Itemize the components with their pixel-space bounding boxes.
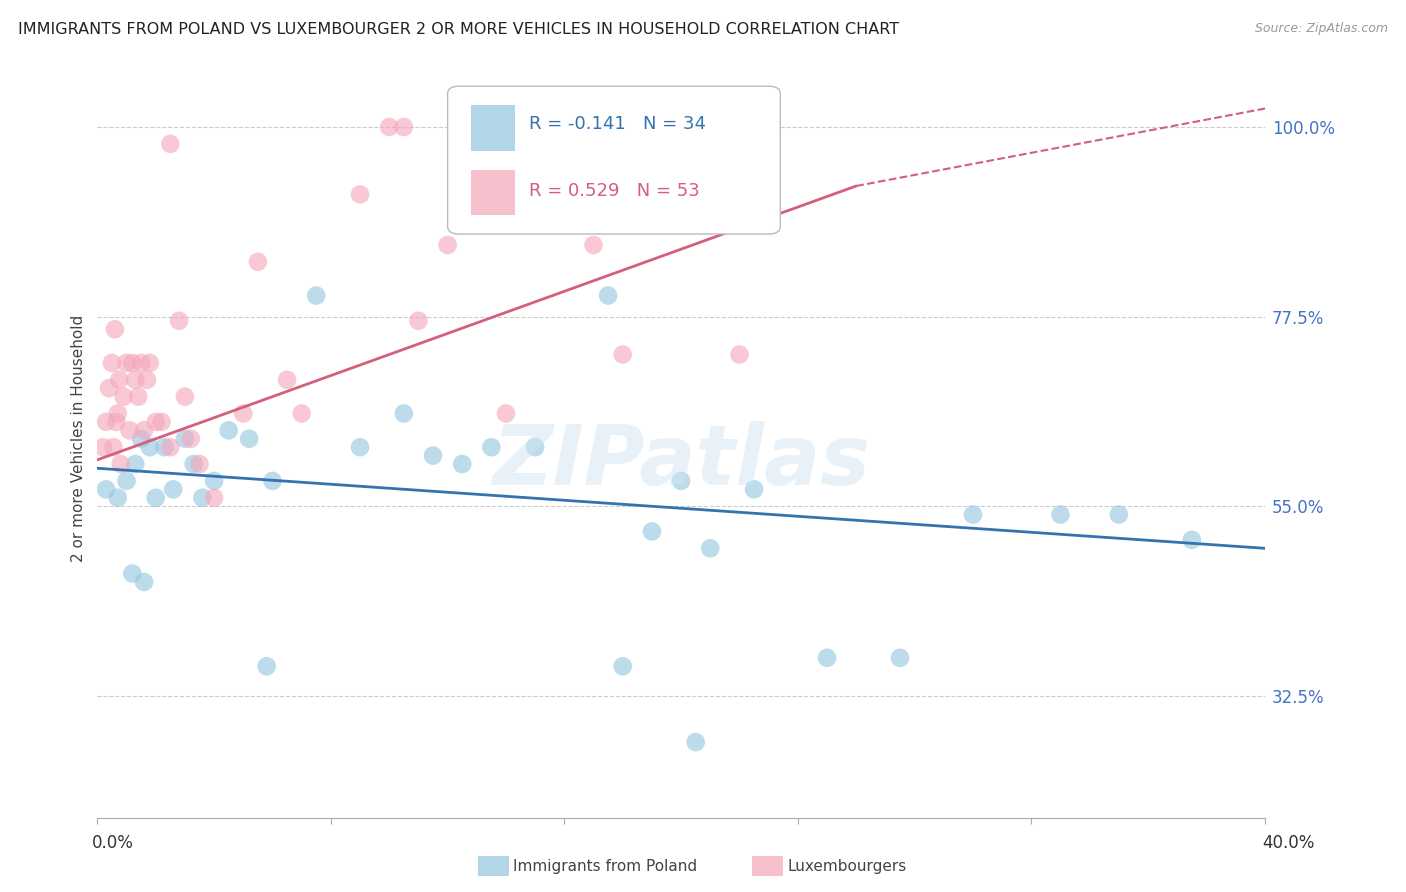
- Point: [392, 120, 415, 134]
- Point: [479, 440, 502, 454]
- Point: [153, 440, 176, 454]
- Point: [669, 474, 692, 488]
- Point: [107, 491, 129, 505]
- Point: [349, 187, 371, 202]
- Point: [202, 474, 225, 488]
- Point: [408, 314, 430, 328]
- Text: IMMIGRANTS FROM POLAND VS LUXEMBOURGER 2 OR MORE VEHICLES IN HOUSEHOLD CORRELATI: IMMIGRANTS FROM POLAND VS LUXEMBOURGER 2…: [18, 22, 900, 37]
- Text: Source: ZipAtlas.com: Source: ZipAtlas.com: [1254, 22, 1388, 36]
- Point: [118, 423, 141, 437]
- Point: [436, 238, 458, 252]
- Point: [167, 314, 190, 328]
- Point: [742, 483, 765, 497]
- Point: [183, 457, 205, 471]
- Point: [105, 415, 128, 429]
- Point: [262, 474, 284, 488]
- Point: [104, 322, 127, 336]
- Point: [815, 650, 838, 665]
- Y-axis label: 2 or more Vehicles in Household: 2 or more Vehicles in Household: [72, 315, 86, 562]
- Point: [136, 373, 159, 387]
- Point: [378, 120, 401, 134]
- Point: [121, 566, 143, 581]
- Point: [145, 415, 167, 429]
- Point: [91, 440, 114, 454]
- Text: Luxembourgers: Luxembourgers: [787, 859, 907, 873]
- Point: [159, 136, 181, 151]
- Point: [110, 457, 132, 471]
- Point: [132, 423, 155, 437]
- Text: 0.0%: 0.0%: [91, 834, 134, 852]
- Point: [94, 483, 117, 497]
- Point: [188, 457, 211, 471]
- Point: [1108, 508, 1130, 522]
- Point: [132, 574, 155, 589]
- Point: [101, 356, 124, 370]
- Point: [108, 373, 131, 387]
- Point: [174, 432, 197, 446]
- Bar: [471, 169, 516, 215]
- Point: [1049, 508, 1071, 522]
- Point: [495, 407, 517, 421]
- Text: Immigrants from Poland: Immigrants from Poland: [513, 859, 697, 873]
- Text: R = -0.141   N = 34: R = -0.141 N = 34: [529, 115, 706, 133]
- Point: [218, 423, 240, 437]
- Point: [112, 390, 135, 404]
- Bar: [471, 105, 516, 151]
- Point: [349, 440, 371, 454]
- Point: [127, 390, 149, 404]
- Point: [103, 440, 125, 454]
- FancyBboxPatch shape: [447, 87, 780, 234]
- Point: [641, 524, 664, 539]
- Point: [291, 407, 314, 421]
- Point: [191, 491, 214, 505]
- Point: [598, 288, 620, 302]
- Point: [202, 491, 225, 505]
- Point: [180, 432, 202, 446]
- Point: [392, 407, 415, 421]
- Text: R = 0.529   N = 53: R = 0.529 N = 53: [529, 182, 700, 200]
- Point: [174, 390, 197, 404]
- Point: [145, 491, 167, 505]
- Point: [612, 347, 634, 361]
- Point: [115, 474, 138, 488]
- Point: [451, 457, 474, 471]
- Point: [150, 415, 173, 429]
- Point: [305, 288, 328, 302]
- Point: [553, 120, 575, 134]
- Text: 40.0%: 40.0%: [1263, 834, 1315, 852]
- Point: [159, 440, 181, 454]
- Point: [139, 440, 162, 454]
- Point: [685, 735, 707, 749]
- Point: [94, 415, 117, 429]
- Point: [162, 483, 184, 497]
- Point: [1181, 533, 1204, 547]
- Point: [232, 407, 254, 421]
- Point: [129, 432, 152, 446]
- Point: [107, 407, 129, 421]
- Text: ZIPatlas: ZIPatlas: [492, 421, 870, 502]
- Point: [124, 457, 146, 471]
- Point: [129, 356, 152, 370]
- Point: [699, 541, 721, 556]
- Point: [612, 659, 634, 673]
- Point: [728, 347, 751, 361]
- Point: [256, 659, 278, 673]
- Point: [422, 449, 444, 463]
- Point: [962, 508, 984, 522]
- Point: [524, 440, 547, 454]
- Point: [238, 432, 260, 446]
- Point: [124, 373, 146, 387]
- Point: [98, 381, 121, 395]
- Point: [582, 238, 605, 252]
- Point: [139, 356, 162, 370]
- Point: [889, 650, 911, 665]
- Point: [246, 255, 269, 269]
- Point: [115, 356, 138, 370]
- Point: [121, 356, 143, 370]
- Point: [276, 373, 298, 387]
